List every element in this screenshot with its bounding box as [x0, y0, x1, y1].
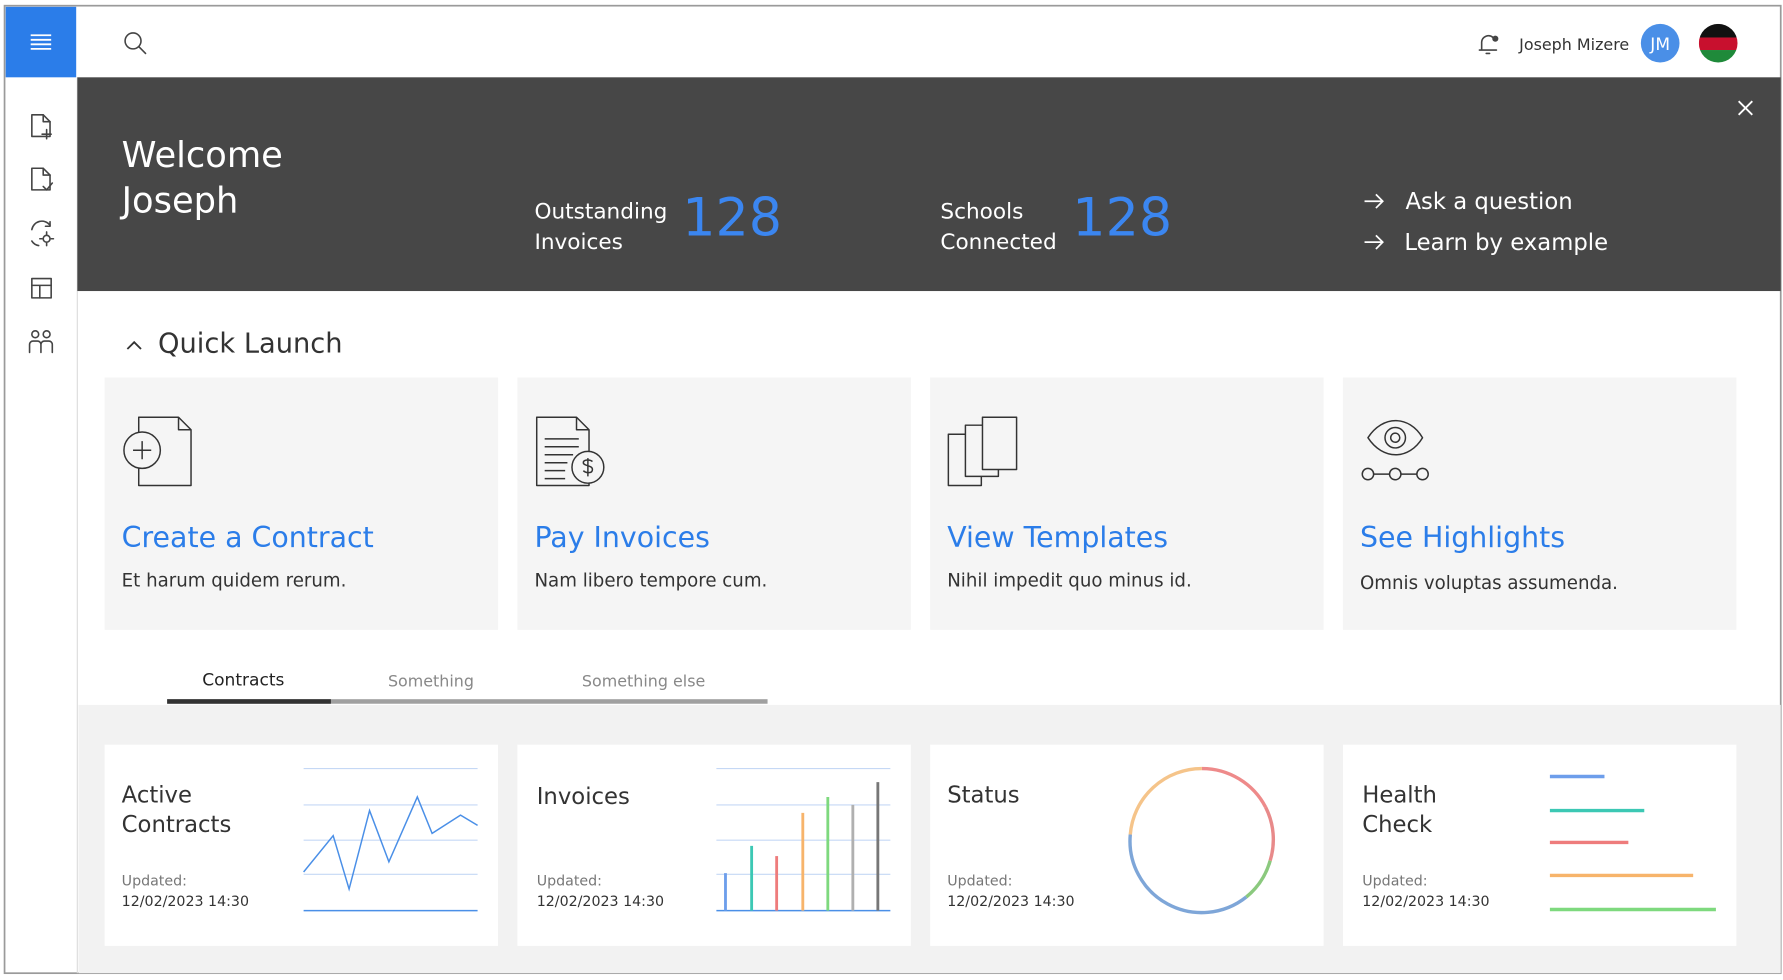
updated-label: Updated: — [1362, 874, 1427, 890]
launch-card[interactable] — [517, 377, 911, 630]
stat-value: 128 — [1072, 187, 1172, 248]
widget-title: Active — [122, 783, 192, 809]
widget-card[interactable] — [517, 744, 911, 946]
welcome-banner — [77, 77, 1781, 292]
updated-label: Updated: — [947, 874, 1012, 890]
launch-cards — [104, 377, 1737, 630]
widget-card[interactable] — [104, 744, 499, 946]
donut-sparkline — [1128, 766, 1276, 915]
widget-title: Contracts — [122, 812, 232, 838]
stat-label: Invoices — [534, 230, 622, 255]
launch-title[interactable]: See Highlights — [1360, 521, 1565, 554]
avatar-initials: JM — [1649, 35, 1670, 55]
tab[interactable]: Something else — [582, 672, 705, 691]
launch-title[interactable]: Create a Contract — [122, 521, 374, 554]
updated-time: 12/02/2023 14:30 — [537, 894, 664, 910]
widget-title: Invoices — [537, 784, 630, 810]
flag[interactable] — [1698, 23, 1738, 64]
user-name: Joseph Mizere — [1518, 35, 1629, 54]
updated-label: Updated: — [122, 874, 187, 890]
updated-time: 12/02/2023 14:30 — [122, 894, 249, 910]
hbar-sparkline — [1549, 774, 1716, 912]
updated-label: Updated: — [537, 874, 602, 890]
widget-title: Status — [947, 783, 1019, 809]
launch-card[interactable] — [930, 377, 1324, 630]
stat-label: Schools — [940, 199, 1023, 224]
help-link[interactable]: Ask a question — [1405, 189, 1572, 215]
templates-icon — [947, 416, 1018, 487]
menu-button[interactable] — [5, 6, 77, 78]
launch-title[interactable]: Pay Invoices — [534, 521, 709, 554]
avatar[interactable] — [1640, 23, 1680, 63]
launch-card[interactable] — [1342, 377, 1737, 630]
nav-team[interactable] — [28, 330, 54, 354]
contract-icon — [123, 416, 192, 487]
tab[interactable]: Something — [388, 672, 474, 691]
stat-label: Connected — [940, 230, 1056, 255]
widget-card[interactable] — [1342, 744, 1737, 946]
widget-title: Check — [1362, 812, 1433, 838]
section-title: Quick Launch — [158, 328, 343, 359]
help-link[interactable]: Learn by example — [1404, 230, 1608, 256]
stat-value: 128 — [682, 187, 782, 248]
tab[interactable]: Contracts — [202, 671, 284, 691]
collapse-chevron[interactable] — [126, 340, 142, 350]
nav-new-doc[interactable] — [31, 114, 52, 140]
welcome: Welcome — [122, 135, 283, 176]
invoice-icon — [535, 416, 605, 487]
search-icon[interactable] — [124, 32, 147, 55]
nav-approve-doc[interactable] — [31, 167, 54, 191]
launch-title[interactable]: View Templates — [947, 521, 1168, 554]
updated-time: 12/02/2023 14:30 — [947, 894, 1074, 910]
launch-description: Omnis voluptas assumenda. — [1360, 573, 1618, 594]
launch-description: Nihil impedit quo minus id. — [947, 571, 1192, 592]
widget-card[interactable] — [930, 744, 1324, 946]
welcome-name: Joseph — [120, 181, 239, 222]
launch-card[interactable] — [104, 377, 499, 630]
launch-description: Nam libero tempore cum. — [534, 571, 767, 592]
notifications-icon[interactable] — [1478, 35, 1499, 55]
nav-sync[interactable] — [31, 220, 55, 247]
bar-sparkline — [716, 767, 891, 912]
launch-description: Et harum quidem rerum. — [122, 571, 347, 592]
tab-indicator — [167, 699, 331, 704]
updated-time: 12/02/2023 14:30 — [1362, 894, 1489, 910]
nav-layout[interactable] — [31, 277, 52, 299]
close-banner[interactable] — [1738, 100, 1753, 116]
link-arrows — [1364, 193, 1384, 250]
widget-title: Health — [1362, 783, 1437, 809]
menu-icon — [30, 34, 52, 50]
tab-track — [167, 699, 768, 704]
highlights-icon — [1361, 420, 1429, 481]
line-sparkline — [303, 767, 478, 912]
stat-label: Outstanding — [534, 199, 667, 224]
